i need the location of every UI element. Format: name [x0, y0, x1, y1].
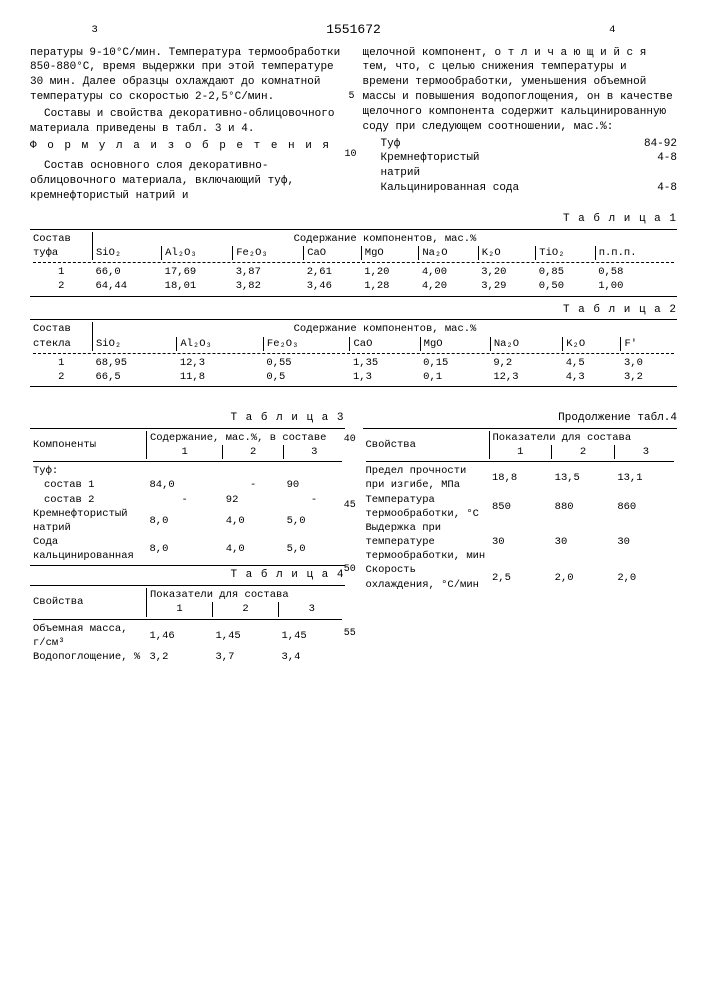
table3: Компоненты Содержание, мас.%, в составе … [30, 431, 345, 564]
table3-label: Т а б л и ц а 3 [30, 411, 345, 426]
table-row: 1 68,9512,30,551,350,159,24,53,0 [30, 356, 677, 370]
right-p1: щелочной компонент, о т л и ч а ю щ и й … [363, 46, 678, 135]
table2-label: Т а б л и ц а 2 [30, 303, 677, 318]
col: K₂O [478, 246, 536, 260]
page-right: 4 [548, 20, 677, 40]
ratio-val: 4-8 [657, 151, 677, 181]
table2: Состав стекла Содержание компонентов, ма… [30, 322, 677, 384]
table1-rowhdr: Состав туфа [30, 232, 93, 260]
table-row: 2 64,4418,013,823,461,284,203,290,501,00 [30, 279, 677, 293]
left-column: пературы 9-10°С/мин. Температура термооб… [30, 46, 345, 204]
col: MgO [361, 246, 419, 260]
table4-label: Т а б л и ц а 4 [30, 568, 345, 583]
ratio-val: 4-8 [657, 181, 677, 196]
ratio-val: 84-92 [644, 137, 677, 152]
formula-label: Ф о р м у л а и з о б р е т е н и я [30, 139, 345, 154]
right-column: щелочной компонент, о т л и ч а ю щ и й … [363, 46, 678, 204]
margin-10: 10 [344, 148, 356, 162]
table-row: 1 66,017,693,872,611,204,003,200,850,58 [30, 265, 677, 279]
col: Fe₂O₃ [233, 246, 304, 260]
page-left: 3 [30, 20, 159, 40]
table2-rowhdr: Состав стекла [30, 322, 93, 350]
ratio-name: Кремнефтористый натрий [381, 151, 521, 181]
ratio-list: Туф 84-92 Кремнефтористый натрий 4-8 Кальц… [381, 137, 678, 196]
left-p1: пературы 9-10°С/мин. Температура термооб… [30, 46, 345, 105]
col: Al₂O₃ [162, 246, 233, 260]
doc-number: 1551672 [159, 20, 547, 40]
table1-label: Т а б л и ц а 1 [30, 212, 677, 227]
table4: Свойства Показатели для состава 1 2 3 Об… [30, 588, 345, 664]
table2-grouphdr: Содержание компонентов, мас.% [93, 322, 678, 336]
col: Na₂O [419, 246, 478, 260]
table4cont: Свойства Показатели для состава 1 2 3 Пр… [363, 431, 678, 592]
col: п.п.п. [595, 246, 677, 260]
left-p2: Составы и свойства декоративно-облицовоч… [30, 107, 345, 137]
lower-right: Продолжение табл.4 Свойства Показатели д… [363, 411, 678, 664]
lower-tables: 40 45 50 55 Т а б л и ц а 3 Компоненты С… [30, 411, 677, 664]
table1: Состав туфа Содержание компонентов, мас.… [30, 232, 677, 294]
left-p3: Состав основного слоя декоративно-облицо… [30, 159, 345, 204]
text-columns: пературы 9-10°С/мин. Температура термооб… [30, 46, 677, 204]
ratio-name: Туф [381, 137, 401, 152]
col: SiO₂ [93, 246, 162, 260]
margin-5: 5 [348, 90, 354, 104]
table-row: 2 66,511,80,51,30,112,34,33,2 [30, 370, 677, 384]
table4cont-label: Продолжение табл.4 [363, 411, 678, 426]
page-header: 3 1551672 4 [30, 20, 677, 40]
ratio-name: Кальцинированная сода [381, 181, 520, 196]
table1-grouphdr: Содержание компонентов, мас.% [93, 232, 678, 246]
lower-left: Т а б л и ц а 3 Компоненты Содержание, м… [30, 411, 345, 664]
col: TiO₂ [536, 246, 595, 260]
col: CaO [304, 246, 362, 260]
